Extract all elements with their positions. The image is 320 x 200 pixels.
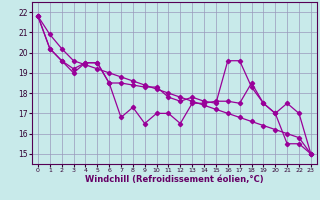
X-axis label: Windchill (Refroidissement éolien,°C): Windchill (Refroidissement éolien,°C) bbox=[85, 175, 264, 184]
